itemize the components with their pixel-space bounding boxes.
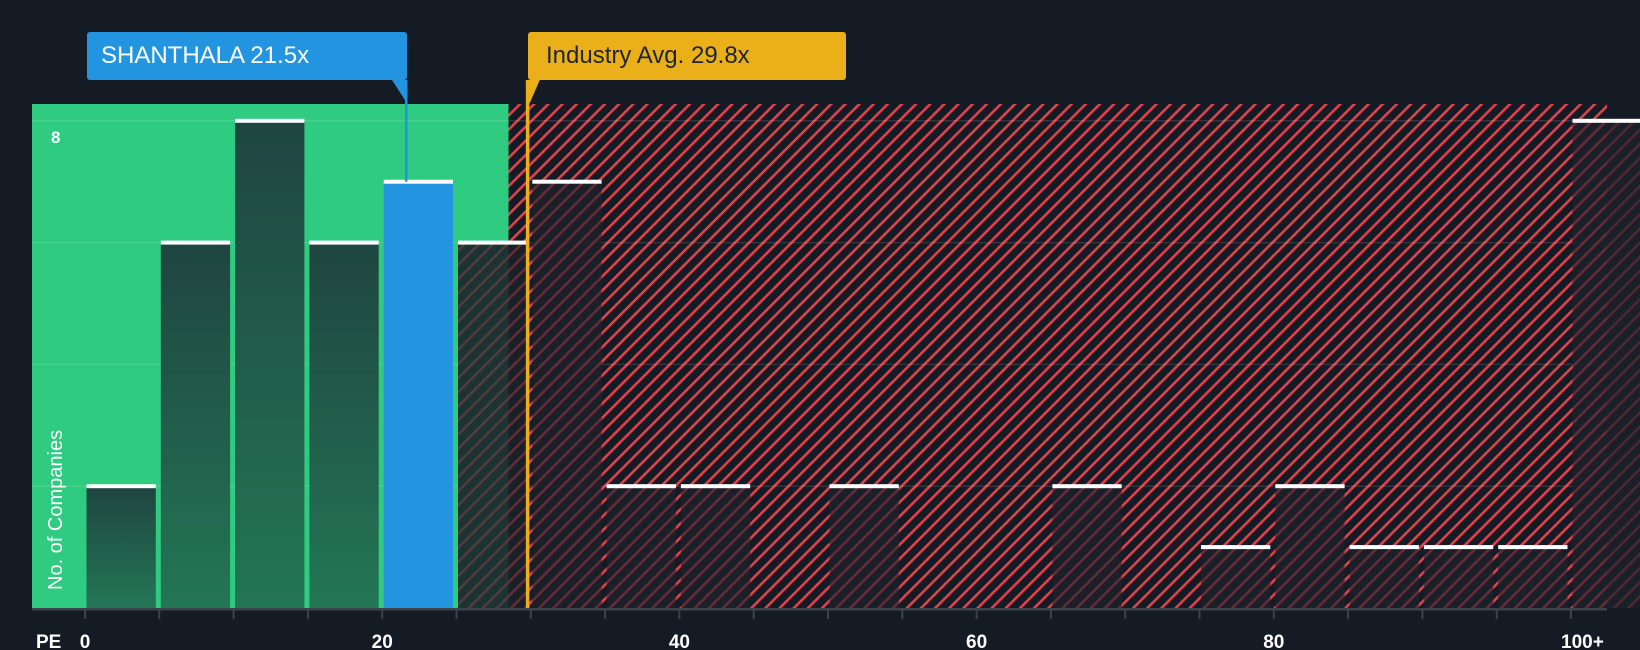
y-axis-title: No. of Companies xyxy=(45,430,67,590)
bar-cap xyxy=(829,484,899,489)
industry-avg-line xyxy=(525,80,530,608)
bar-hatch xyxy=(1275,486,1345,608)
bar-hatch xyxy=(606,486,676,608)
bar-cap xyxy=(1275,484,1345,489)
industry-callout-pointer xyxy=(525,80,540,104)
x-tick-label: 100+ xyxy=(1561,632,1604,650)
x-tick xyxy=(604,610,607,619)
reference-lines xyxy=(392,80,540,608)
company-pe-label: SHANTHALA 21.5x xyxy=(101,42,310,69)
company-pe-line xyxy=(405,80,408,182)
company-callout-pointer xyxy=(392,80,408,104)
x-tick xyxy=(1495,610,1498,619)
x-axis xyxy=(32,608,1607,619)
bar-cap xyxy=(1498,545,1568,550)
x-axis-line xyxy=(32,608,1607,611)
industry-avg-callout: Industry Avg. 29.8x xyxy=(528,32,846,80)
bar-cap xyxy=(1349,545,1419,550)
bar-cap xyxy=(235,118,305,123)
bar-cap xyxy=(1201,545,1271,550)
bar-cap xyxy=(1572,118,1640,123)
bar-20-25 xyxy=(383,181,453,608)
x-tick-label: 80 xyxy=(1263,632,1284,650)
x-tick xyxy=(1049,610,1052,619)
bar-cap xyxy=(383,179,453,184)
x-tick xyxy=(84,610,86,619)
bar-0-5 xyxy=(86,486,156,608)
x-axis-title: PE xyxy=(36,632,61,650)
bar-hatch xyxy=(458,242,528,608)
x-tick xyxy=(232,610,235,619)
bar-cap xyxy=(606,484,676,489)
bar-cap xyxy=(1052,484,1122,489)
histogram-bars xyxy=(86,118,1640,609)
bar-5-10 xyxy=(160,242,231,608)
bar-hatch xyxy=(1052,486,1122,608)
x-tick xyxy=(1198,610,1201,619)
bar-cap xyxy=(458,240,528,245)
x-tick xyxy=(1570,610,1572,619)
x-tick xyxy=(678,610,681,619)
x-tick xyxy=(975,610,978,619)
company-pe-callout: SHANTHALA 21.5x xyxy=(87,32,407,80)
bar-cap xyxy=(309,240,379,245)
x-tick xyxy=(1347,610,1350,619)
y-tick-label: 8 xyxy=(51,128,60,147)
x-tick-label: 60 xyxy=(966,632,987,650)
x-tick xyxy=(901,610,904,619)
industry-avg-label: Industry Avg. 29.8x xyxy=(546,42,750,69)
x-tick xyxy=(529,610,532,619)
bar-hatch xyxy=(1201,547,1271,608)
bar-cap xyxy=(532,179,602,184)
bar-hatch xyxy=(1572,120,1640,609)
x-tick xyxy=(1421,610,1424,619)
bar-hatch xyxy=(1498,547,1568,608)
bar-hatch xyxy=(532,181,602,608)
x-tick xyxy=(381,610,384,619)
x-tick-label: 40 xyxy=(669,632,690,650)
bar-hatch xyxy=(829,486,899,608)
axis-labels: 0 20 40 60 80 100+ PE 8 No. of Companies xyxy=(36,128,1604,650)
x-tick xyxy=(752,610,755,619)
x-tick xyxy=(455,610,458,619)
bar-cap xyxy=(1423,545,1494,550)
bar-cap xyxy=(680,484,751,489)
bar-15-20 xyxy=(309,242,379,608)
x-tick xyxy=(827,610,829,619)
bar-hatch xyxy=(1423,547,1494,608)
x-tick xyxy=(306,610,309,619)
bar-hatch xyxy=(680,486,751,608)
bar-cap xyxy=(160,240,231,245)
x-tick xyxy=(1124,610,1127,619)
bar-hatch xyxy=(1349,547,1419,608)
x-tick xyxy=(1272,610,1275,619)
x-tick xyxy=(158,610,161,619)
x-tick-label: 20 xyxy=(372,632,393,650)
bar-cap xyxy=(86,484,156,489)
bar-10-15 xyxy=(235,120,305,609)
x-tick-label: 0 xyxy=(80,632,91,650)
